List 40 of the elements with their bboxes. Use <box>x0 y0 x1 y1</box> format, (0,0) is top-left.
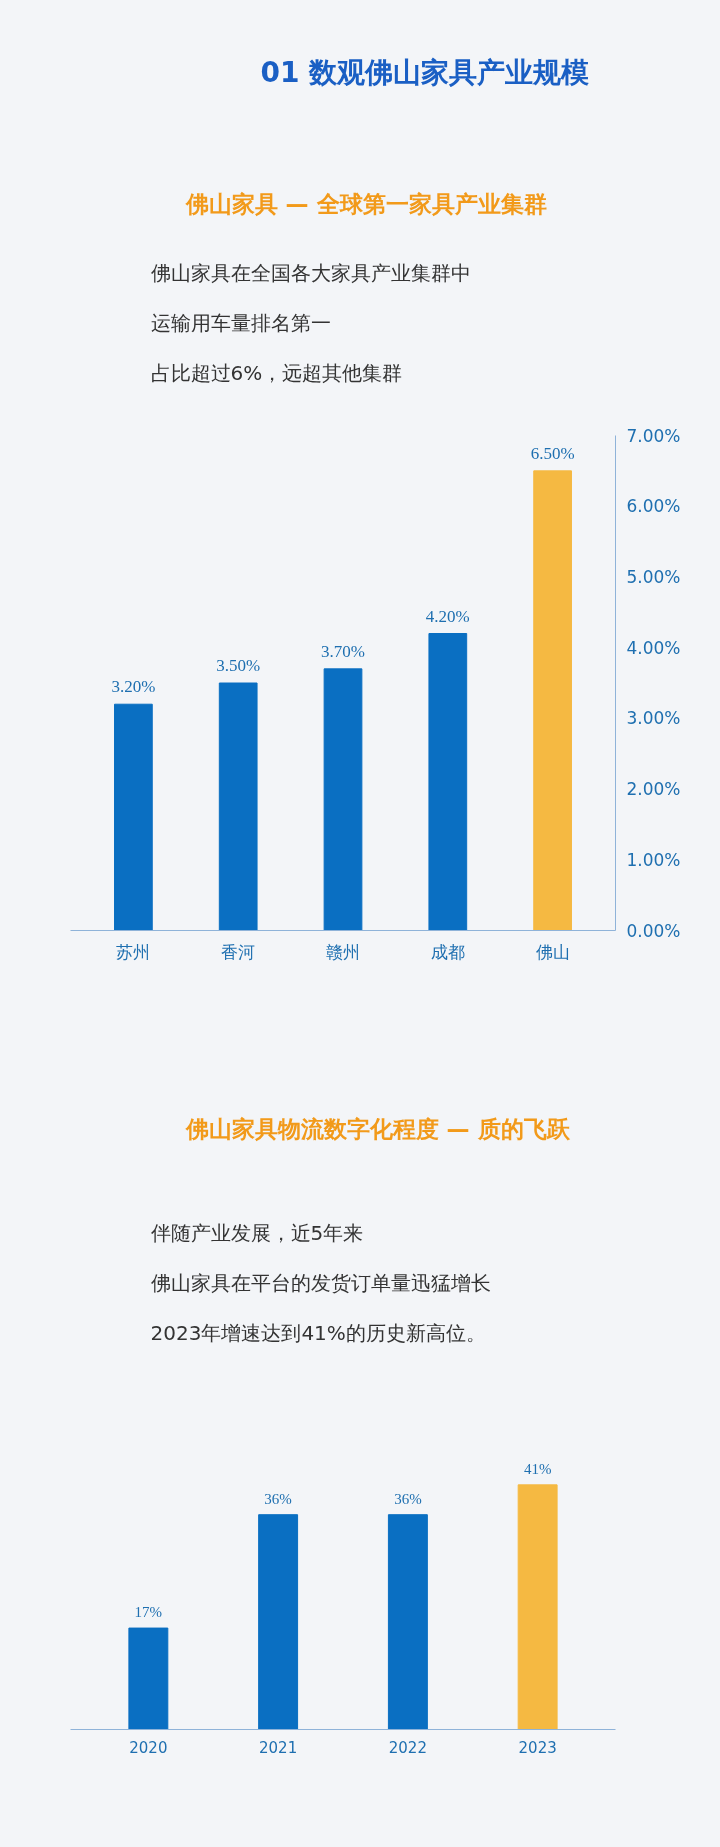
y-tick-label: 2.00% <box>626 779 681 800</box>
data-label: 17% <box>134 1604 163 1621</box>
text: 佛山家具在全国各大家具产业集群中 <box>150 260 471 285</box>
y-tick-label: 4.00% <box>626 637 681 658</box>
x-tick-label: 香河 <box>221 941 256 962</box>
y-tick-label: 1.00% <box>626 849 681 870</box>
x-tick-label: 2023 <box>518 1738 557 1757</box>
x-tick-label: 2022 <box>388 1738 427 1757</box>
x-tick-label: 佛山 <box>535 941 570 962</box>
chart-title: 佛山家具物流数字化程度 — 质的飞跃 <box>184 1115 571 1142</box>
bar <box>533 470 572 931</box>
bar <box>114 703 153 931</box>
x-tick-label: 2020 <box>129 1738 168 1757</box>
y-tick-label: 3.00% <box>626 708 681 729</box>
x-tick-label: 成都 <box>430 941 465 962</box>
data-label: 36% <box>394 1490 422 1507</box>
bar <box>218 682 258 931</box>
text: 佛山家具在平台的发货订单量迅猛增长 <box>150 1270 491 1295</box>
text: 运输用车量排名第一 <box>150 310 331 335</box>
y-tick-label: 0.00% <box>626 920 681 941</box>
x-tick-label: 赣州 <box>326 941 360 962</box>
x-tick-label: 2021 <box>259 1738 298 1757</box>
data-label: 4.20% <box>425 606 470 626</box>
y-tick-label: 6.00% <box>626 496 681 517</box>
bar <box>323 668 363 931</box>
bar <box>428 633 468 931</box>
y-tick-label: 7.00% <box>626 425 681 446</box>
y-tick-label: 5.00% <box>626 566 681 587</box>
data-label: 6.50% <box>530 443 575 463</box>
text: 占比超过6%，远超其他集群 <box>150 360 403 385</box>
data-label: 3.70% <box>321 641 365 661</box>
chart-subtitle: 佛山家具 — 全球第一家具产业集群 <box>184 190 547 217</box>
data-label: 3.50% <box>216 656 261 675</box>
data-label: 36% <box>264 1490 292 1507</box>
x-tick-label: 苏州 <box>116 941 151 962</box>
data-label: 41% <box>523 1460 552 1477</box>
data-label: 3.20% <box>111 677 156 697</box>
text: 2023年增速达到41%的历史新高位。 <box>150 1320 486 1345</box>
chart-title: 01 数观佛山家具产业规模 <box>260 55 590 89</box>
text: 伴随产业发展，近5年来 <box>150 1220 364 1245</box>
